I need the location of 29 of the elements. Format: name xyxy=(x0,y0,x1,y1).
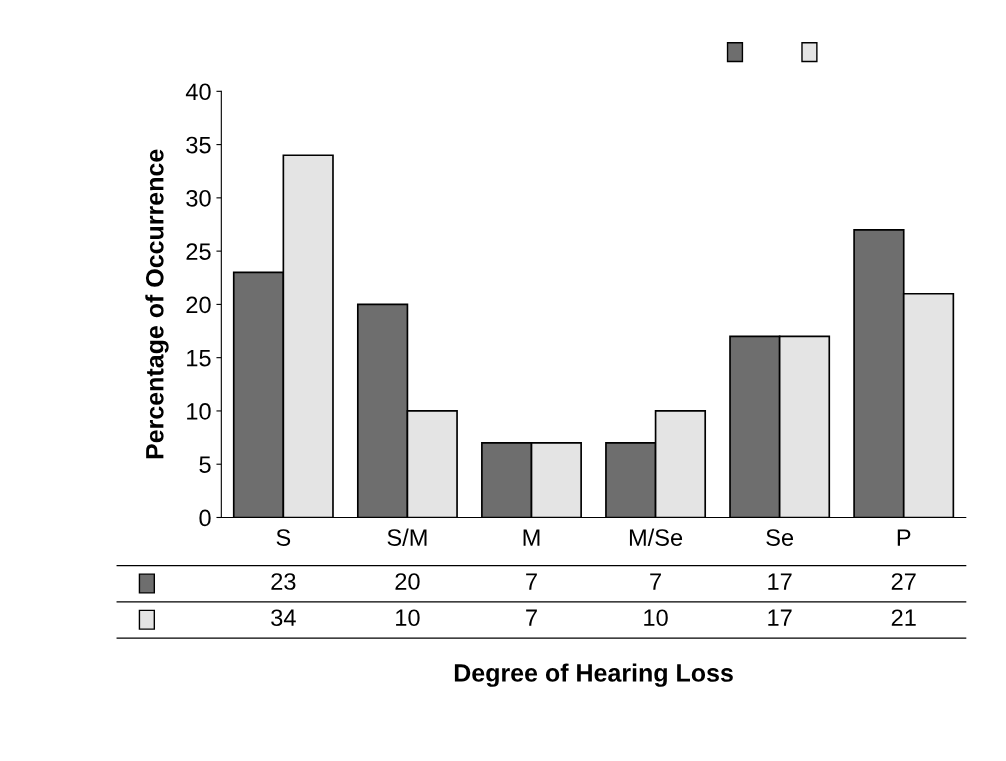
x-tick-label: S/M xyxy=(387,528,427,546)
data-label: 27 xyxy=(891,573,916,590)
data-label: 7 xyxy=(526,573,537,590)
x-tick-label: Se xyxy=(766,529,794,546)
y-tick-label: 5 xyxy=(199,456,211,473)
y-tick-label: 40 xyxy=(185,83,211,101)
data-label: 10 xyxy=(644,609,668,627)
x-axis-title: Degree of Hearing Loss xyxy=(454,663,733,687)
data-label: 7 xyxy=(650,573,661,590)
y-tick-label: 30 xyxy=(186,189,211,207)
data-label: 20 xyxy=(395,573,420,590)
x-tick-label: M/Se xyxy=(629,528,683,546)
x-tick-label: S xyxy=(276,529,291,546)
y-tick-label: 25 xyxy=(186,243,211,260)
y-tick-label: 35 xyxy=(186,136,211,154)
data-label: 17 xyxy=(768,609,792,626)
y-tick-label: 10 xyxy=(187,403,211,420)
data-label: 7 xyxy=(526,609,537,626)
y-tick-label: 0 xyxy=(199,509,211,527)
y-tick-label: 20 xyxy=(186,296,211,314)
x-tick-label: M xyxy=(523,529,540,546)
data-label: 10 xyxy=(396,609,420,627)
data-label: 21 xyxy=(891,609,916,626)
data-label: 17 xyxy=(768,573,792,590)
data-label: 34 xyxy=(271,609,296,627)
y-tick-label: 15 xyxy=(187,349,211,367)
y-axis-title: Percentage of Occurrence xyxy=(145,149,169,459)
data-label: 23 xyxy=(271,573,296,590)
x-tick-label: P xyxy=(897,529,911,546)
